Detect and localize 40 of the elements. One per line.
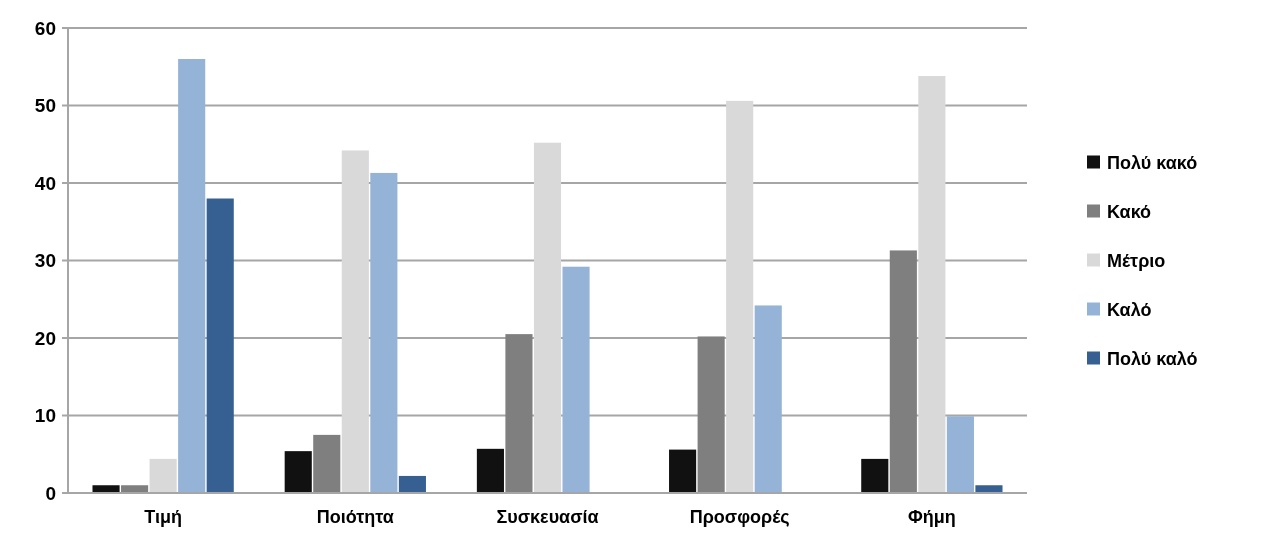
y-tick-label: 50 [34, 95, 56, 117]
bar [121, 485, 149, 493]
bar [946, 416, 974, 493]
bar [562, 266, 590, 493]
legend-label: Κακό [1107, 201, 1152, 222]
x-tick-label: Προσφορές [689, 507, 790, 527]
bar [726, 100, 754, 493]
x-tick-label: Φήμη [907, 507, 956, 527]
bar [284, 451, 312, 493]
bar [206, 198, 234, 493]
bar [505, 334, 533, 493]
bar [918, 76, 946, 493]
bar [149, 458, 177, 493]
bar [754, 305, 782, 493]
x-tick-label: Συσκευασία [496, 507, 599, 527]
bar [889, 250, 917, 493]
x-tick-label: Τιμή [144, 507, 182, 527]
legend-label: Πολύ κακό [1107, 152, 1198, 173]
y-tick-label: 20 [34, 327, 56, 349]
y-tick-label: 40 [34, 172, 56, 194]
legend-label: Πολύ καλό [1107, 348, 1198, 369]
y-tick-label: 60 [34, 17, 56, 39]
bar [861, 458, 889, 493]
bar [476, 448, 504, 493]
legend-label: Μέτριο [1107, 250, 1166, 271]
bar [370, 172, 398, 493]
bar [533, 142, 562, 493]
legend-label: Καλό [1107, 299, 1152, 320]
bar [398, 475, 426, 493]
y-tick-label: 10 [34, 405, 56, 427]
bar [697, 336, 725, 493]
y-tick-label: 0 [45, 482, 56, 504]
bar [313, 434, 341, 493]
bar [669, 449, 697, 493]
bar [92, 485, 120, 493]
y-tick-label: 30 [34, 250, 56, 272]
bar [341, 150, 369, 493]
bar [178, 59, 206, 493]
bar [975, 485, 1003, 493]
x-tick-label: Ποιότητα [316, 507, 394, 527]
